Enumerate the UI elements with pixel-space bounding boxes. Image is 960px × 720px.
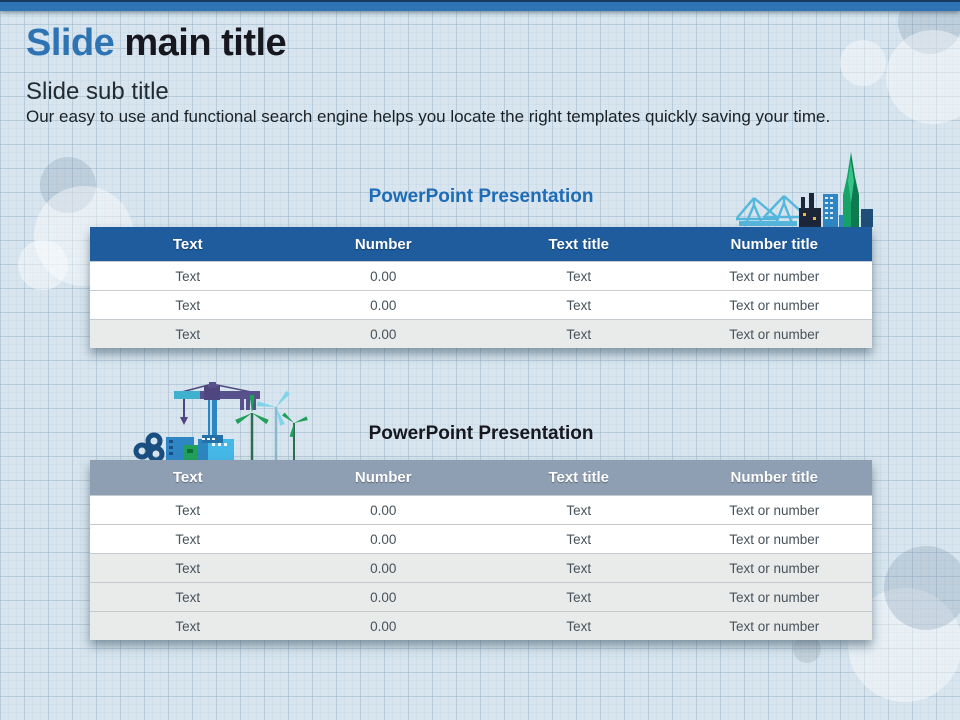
- slide-body-text: Our easy to use and functional search en…: [26, 107, 831, 126]
- column-header: Text title: [548, 469, 610, 486]
- top-accent-bar: [0, 0, 960, 11]
- data-table-1: Text Number Text title Number title Text 0.0…: [90, 227, 872, 348]
- table-cell: Text or number: [729, 531, 820, 547]
- table-row: Text 0.00 Text Text or number: [90, 319, 872, 348]
- office-building-icon: [823, 194, 838, 227]
- table-header-row: Text Number Text title Number title: [90, 227, 872, 261]
- decorative-bubble: [40, 157, 96, 213]
- table-cell: Text or number: [729, 502, 820, 518]
- table-row: Text 0.00 Text Text or number: [90, 611, 872, 640]
- table-cell: Text: [566, 268, 592, 284]
- table-cell: Text: [175, 268, 201, 284]
- table-cell: 0.00: [370, 618, 397, 634]
- table-cell: 0.00: [370, 502, 397, 518]
- table-cell: Text: [566, 560, 592, 576]
- table-cell: Text: [175, 502, 201, 518]
- factory-icon: [799, 193, 821, 227]
- table-cell: Text: [566, 297, 592, 313]
- slide-sub-title: Slide sub title: [26, 78, 169, 105]
- table-cell: Text or number: [729, 618, 820, 634]
- tower-crane-icon: [174, 382, 260, 443]
- table-cell: 0.00: [370, 531, 397, 547]
- table-cell: Text or number: [729, 560, 820, 576]
- decorative-bubble: [840, 40, 886, 86]
- table-row: Text 0.00 Text Text or number: [90, 495, 872, 524]
- table-cell: 0.00: [370, 297, 397, 313]
- column-header: Number: [354, 235, 412, 253]
- decorative-bubble: [886, 30, 960, 124]
- column-header: Text: [172, 235, 203, 253]
- column-header: Text title: [548, 235, 610, 253]
- table-cell: 0.00: [370, 326, 397, 342]
- table-cell: Text: [175, 531, 201, 547]
- column-header: Text: [172, 469, 203, 486]
- table-body: Text 0.00 Text Text or number Text 0.00 Text Te…: [90, 495, 872, 640]
- table-cell: Text: [566, 531, 592, 547]
- table-cell: Text: [566, 589, 592, 605]
- table-cell: Text: [566, 618, 592, 634]
- table-row: Text 0.00 Text Text or number: [90, 524, 872, 553]
- table-row: Text 0.00 Text Text or number: [90, 290, 872, 319]
- site-buildings-icon: [166, 437, 234, 460]
- table-row: Text 0.00 Text Text or number: [90, 261, 872, 290]
- table-cell: Text or number: [729, 326, 820, 342]
- table-cell: Text: [175, 618, 201, 634]
- decorative-bubble: [18, 240, 68, 290]
- pipes-icon: [133, 432, 165, 463]
- table-cell: Text: [566, 502, 592, 518]
- city-skyline-illustration: [736, 152, 873, 227]
- table-cell: Text: [175, 297, 201, 313]
- slide-title-rest: main title: [114, 22, 287, 64]
- slide-main-title: Slide main title: [26, 22, 287, 65]
- table-cell: 0.00: [370, 560, 397, 576]
- section-title-2: PowerPoint Presentation: [368, 423, 594, 444]
- table-body: Text 0.00 Text Text or number Text 0.00 Text Te…: [90, 261, 872, 348]
- table-row: Text 0.00 Text Text or number: [90, 582, 872, 611]
- table-cell: Text: [175, 589, 201, 605]
- table-cell: Text: [175, 326, 201, 342]
- table-cell: Text or number: [729, 268, 820, 284]
- table-row: Text 0.00 Text Text or number: [90, 553, 872, 582]
- table-header-row: Text Number Text title Number title: [90, 460, 872, 495]
- column-header: Number title: [730, 469, 818, 486]
- table-cell: Text or number: [729, 297, 820, 313]
- column-header: Number title: [730, 235, 818, 253]
- table-cell: 0.00: [370, 589, 397, 605]
- decorative-bubble: [884, 546, 960, 630]
- port-cranes-icon: [736, 195, 807, 227]
- construction-crane-illustration: [133, 382, 308, 463]
- table-cell: Text: [175, 560, 201, 576]
- tower-skyscraper-icon: [839, 152, 873, 227]
- table-cell: Text or number: [729, 589, 820, 605]
- data-table-2: Text Number Text title Number title Text 0.0…: [90, 460, 872, 640]
- slide-title-highlight: Slide: [26, 22, 115, 64]
- column-header: Number: [354, 469, 412, 486]
- wind-turbines-icon: [235, 390, 308, 460]
- table-cell: Text: [566, 326, 592, 342]
- table-cell: 0.00: [370, 268, 397, 284]
- section-title-1: PowerPoint Presentation: [368, 186, 594, 207]
